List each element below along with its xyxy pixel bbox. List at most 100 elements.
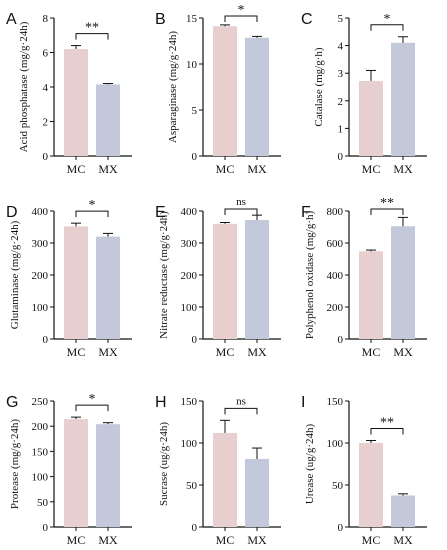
significance-bracket	[370, 208, 404, 215]
panel-letter-H: H	[155, 394, 167, 411]
y-tick-label: 6	[43, 48, 49, 60]
y-tick-label: 150	[327, 396, 344, 408]
y-tick-label: 0	[192, 151, 198, 163]
significance-label: ns	[236, 395, 246, 407]
y-axis-label: Acid phosphatase (mg/g·24h)	[18, 21, 30, 152]
y-axis-label: Asparaginase (mg/g·24h)	[167, 31, 179, 143]
significance-label: **	[85, 21, 99, 36]
x-tick-label: MX	[247, 533, 267, 547]
y-tick-label: 2	[43, 117, 49, 129]
y-tick-label: 200	[32, 421, 49, 433]
bar-MX	[245, 37, 269, 156]
bar-MX	[96, 84, 120, 156]
x-tick-label: MC	[67, 162, 86, 176]
y-tick-label: 250	[32, 396, 49, 408]
panel-letter-F: F	[301, 204, 311, 221]
y-tick-label: 3	[338, 68, 344, 80]
bar-MC	[64, 49, 88, 156]
bar-MC	[213, 223, 237, 339]
y-tick-label: 50	[186, 480, 198, 492]
y-tick-label: 600	[327, 238, 344, 250]
x-tick-label: MC	[216, 533, 235, 547]
significance-bracket	[370, 427, 404, 435]
y-tick-label: 0	[43, 151, 49, 163]
x-tick-label: MC	[67, 345, 86, 359]
significance-label: *	[89, 392, 96, 407]
x-tick-label: MC	[362, 162, 381, 176]
panel-letter-G: G	[6, 394, 18, 411]
significance-bracket	[75, 33, 109, 40]
y-axis-label: Sucrase (ug/g·24h)	[158, 422, 170, 506]
y-tick-label: 300	[181, 238, 198, 250]
y-tick-label: 4	[338, 41, 344, 53]
x-tick-label: MC	[362, 345, 381, 359]
y-tick-label: 0	[43, 334, 49, 346]
panel-letter-B: B	[155, 11, 166, 28]
y-tick-label: 150	[32, 446, 49, 458]
x-tick-label: MX	[98, 162, 118, 176]
y-tick-label: 0	[338, 522, 344, 534]
panel-letter-A: A	[6, 11, 17, 28]
significance-bracket	[224, 208, 258, 215]
y-tick-label: 800	[327, 206, 344, 218]
significance-label: *	[384, 12, 391, 27]
significance-bracket	[224, 407, 258, 415]
y-axis-label: Nitrate reductase (mg/g·24h)	[158, 211, 170, 339]
bar-MC	[359, 80, 383, 156]
y-tick-label: 100	[181, 302, 198, 314]
x-tick-label: MX	[393, 533, 413, 547]
y-axis-label: Urease (ug/g·24h)	[304, 424, 316, 505]
panel-letter-D: D	[6, 204, 18, 221]
y-tick-label: 2	[338, 96, 344, 108]
x-tick-label: MC	[67, 533, 86, 547]
bar-MX	[245, 219, 269, 339]
y-tick-label: 50	[37, 497, 49, 509]
y-tick-label: 100	[327, 438, 344, 450]
bar-MC	[213, 26, 237, 157]
significance-label: **	[380, 196, 394, 211]
y-axis-label: Catalase (mg/g·h)	[313, 47, 325, 126]
y-axis-label: Glutaminase (mg/g·24h)	[9, 220, 21, 329]
bar-MX	[96, 236, 120, 339]
y-tick-label: 0	[43, 522, 49, 534]
x-tick-label: MC	[362, 533, 381, 547]
y-tick-label: 100	[181, 438, 198, 450]
bar-MX	[391, 226, 415, 339]
y-tick-label: 200	[181, 270, 198, 282]
y-tick-label: 100	[32, 302, 49, 314]
x-tick-label: MX	[393, 345, 413, 359]
y-tick-label: 150	[181, 396, 198, 408]
bar-MX	[96, 424, 120, 527]
y-tick-label: 1	[338, 123, 344, 135]
y-tick-label: 4	[43, 82, 49, 94]
y-tick-label: 400	[181, 206, 198, 218]
y-tick-label: 300	[32, 238, 49, 250]
y-tick-label: 5	[192, 105, 198, 117]
x-tick-label: MX	[98, 345, 118, 359]
y-tick-label: 0	[338, 334, 344, 346]
y-tick-label: 0	[192, 522, 198, 534]
significance-bracket	[224, 15, 258, 22]
y-tick-label: 400	[327, 270, 344, 282]
x-tick-label: MX	[247, 162, 267, 176]
y-tick-label: 100	[32, 472, 49, 484]
significance-label: *	[89, 198, 96, 213]
x-tick-label: MC	[216, 345, 235, 359]
bar-MC	[359, 251, 383, 339]
significance-bracket	[370, 24, 404, 31]
significance-label: **	[380, 415, 394, 430]
panel-letter-C: C	[301, 11, 313, 28]
x-tick-label: MX	[98, 533, 118, 547]
bar-MC	[64, 226, 88, 339]
y-tick-label: 5	[338, 13, 344, 25]
y-tick-label: 50	[332, 480, 344, 492]
x-tick-label: MC	[216, 162, 235, 176]
bar-MC	[213, 432, 237, 527]
y-axis-label: Protease (mg/g·24h)	[9, 419, 21, 509]
significance-label: *	[238, 3, 245, 18]
y-tick-label: 8	[43, 13, 49, 25]
panel-letter-I: I	[301, 394, 305, 411]
y-tick-label: 200	[32, 270, 49, 282]
bar-MC	[64, 419, 88, 527]
